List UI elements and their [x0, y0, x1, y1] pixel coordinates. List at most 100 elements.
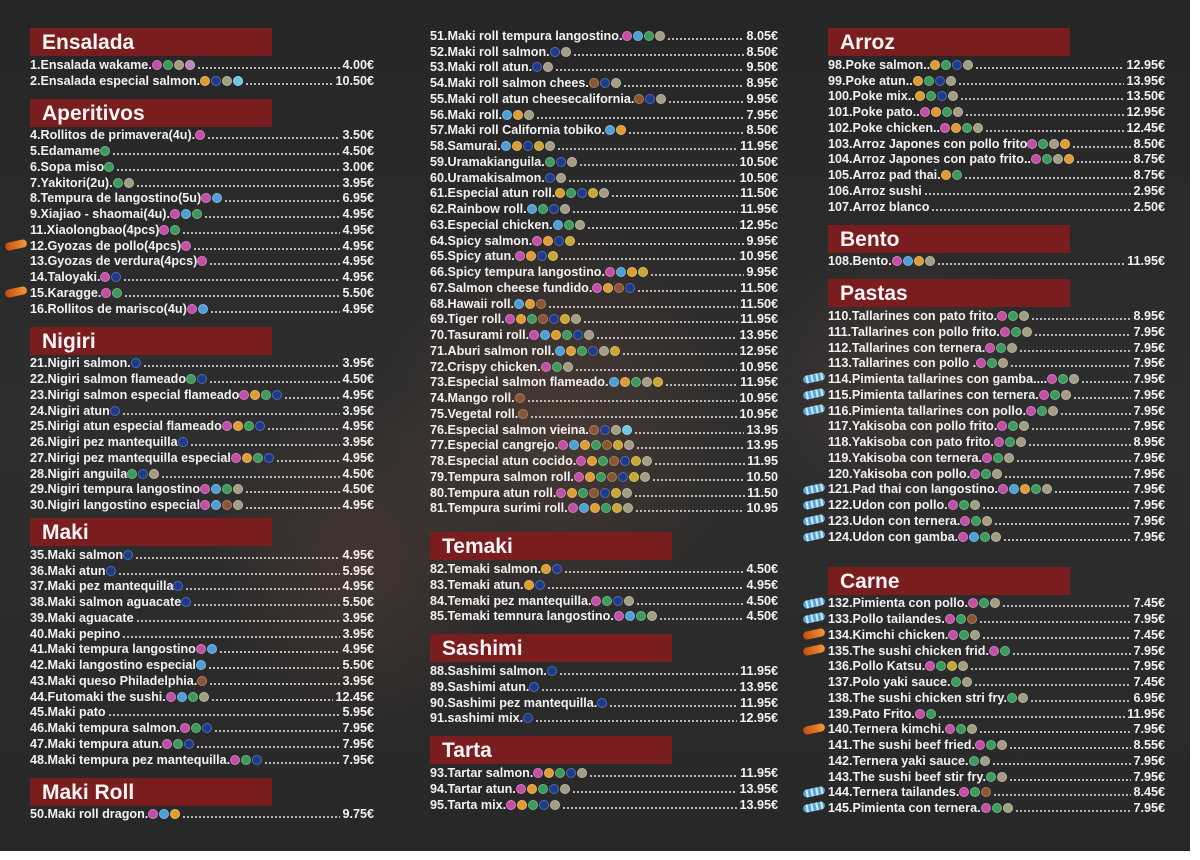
menu-item[interactable]: 84.Temaki pez mantequilla. 4.50€ [430, 593, 778, 609]
menu-item[interactable]: 91.sashimi mix. 12.95€ [430, 711, 778, 727]
menu-item[interactable]: 15.Karagge. 5.50€ [4, 285, 374, 301]
menu-item[interactable]: 66.Spicy tempura langostino. 9.95€ [430, 264, 778, 280]
menu-item[interactable]: 106.Arroz sushi 2.95€ [828, 183, 1165, 199]
menu-item[interactable]: 76.Especial salmon vieina. 13.95 [430, 422, 778, 438]
menu-item[interactable]: 52.Maki roll salmon. 8.50€ [430, 44, 778, 60]
menu-item[interactable]: 71.Aburi salmon roll. 12.95€ [430, 343, 778, 359]
menu-item[interactable]: 102.Poke chicken.. 12.45€ [828, 120, 1165, 136]
menu-item[interactable]: 58.Samurai. 11.95€ [430, 138, 778, 154]
menu-item[interactable]: 133.Pollo tailandes. 7.95€ [802, 611, 1165, 627]
menu-item[interactable]: 63.Especial chicken. 12.95c [430, 217, 778, 233]
menu-item[interactable]: 65.Spicy atun. 10.95€ [430, 249, 778, 265]
menu-item[interactable]: 44.Futomaki the sushi. 12.45€ [30, 689, 374, 705]
menu-item[interactable]: 51.Maki roll tempura langostino. 8.05€ [430, 28, 778, 44]
menu-item[interactable]: 45.Maki pato 5.95€ [30, 705, 374, 721]
menu-item[interactable]: 41.Maki tempura langostino 4.95€ [30, 642, 374, 658]
menu-item[interactable]: 132.Pimienta con pollo. 7.45€ [802, 596, 1165, 612]
menu-item[interactable]: 29.Nigiri tempura langostino 4.50€ [30, 482, 374, 498]
menu-item[interactable]: 68.Hawaii roll. 11.50€ [430, 296, 778, 312]
menu-item[interactable]: 100.Poke mix.. 13.50€ [828, 89, 1165, 105]
menu-item[interactable]: 16.Rollitos de marisco(4u) 4.95€ [30, 301, 374, 317]
menu-item[interactable]: 64.Spicy salmon. 9.95€ [430, 233, 778, 249]
menu-item[interactable]: 115.Pimienta tallarines con ternera. 7.95… [802, 387, 1165, 403]
menu-item[interactable]: 7.Yakitori(2u). 3.95€ [30, 175, 374, 191]
menu-item[interactable]: 135.The sushi chicken frid. 7.95€ [802, 643, 1165, 659]
menu-item[interactable]: 39.Maki aguacate 3.95€ [30, 610, 374, 626]
menu-item[interactable]: 60.Uramakisalmon. 10.50€ [430, 170, 778, 186]
menu-item[interactable]: 103.Arroz Japones con pollo frito 8.50€ [828, 136, 1165, 152]
menu-item[interactable]: 67.Salmon cheese fundido. 11.50€ [430, 280, 778, 296]
menu-item[interactable]: 77.Especial cangrejo. 13.95 [430, 438, 778, 454]
menu-item[interactable]: 55.Maki roll atun cheesecalifornia. 9.95€ [430, 91, 778, 107]
menu-item[interactable]: 38.Maki salmon aguacate 5.50€ [30, 594, 374, 610]
menu-item[interactable]: 82.Temaki salmon. 4.50€ [430, 561, 778, 577]
menu-item[interactable]: 121.Pad thai con langostino. 7.95€ [802, 482, 1165, 498]
menu-item[interactable]: 2.Ensalada especial salmon. 10.50€ [30, 73, 374, 89]
menu-item[interactable]: 62.Rainbow roll. 11.95€ [430, 201, 778, 217]
menu-item[interactable]: 89.Sashimi atun. 13.95€ [430, 679, 778, 695]
menu-item[interactable]: 75.Vegetal roll. 10.95€ [430, 406, 778, 422]
menu-item[interactable]: 61.Especial atun roll. 11.50€ [430, 186, 778, 202]
menu-item[interactable]: 95.Tarta mix. 13.95€ [430, 797, 778, 813]
menu-item[interactable]: 139.Pato Frito. 11.95€ [828, 706, 1165, 722]
menu-item[interactable]: 9.Xiajiao - shaomai(4u). 4.95€ [30, 206, 374, 222]
menu-item[interactable]: 25.Nirigi atun especial flameado 4.95€ [30, 419, 374, 435]
menu-item[interactable]: 134.Kimchi chicken. 7.45€ [802, 627, 1165, 643]
menu-item[interactable]: 83.Temaki atun. 4.95€ [430, 577, 778, 593]
menu-item[interactable]: 35.Maki salmon 4.95€ [30, 547, 374, 563]
menu-item[interactable]: 23.Nirigi salmon especial flameado 4.95€ [30, 387, 374, 403]
menu-item[interactable]: 93.Tartar salmon. 11.95€ [430, 765, 778, 781]
menu-item[interactable]: 85.Temaki temnura langostino. 4.50€ [430, 609, 778, 625]
menu-item[interactable]: 140.Ternera kimchi. 7.95€ [802, 722, 1165, 738]
menu-item[interactable]: 117.Yakisoba con pollo frito. 7.95€ [828, 419, 1165, 435]
menu-item[interactable]: 13.Gyozas de verdura(4pcs) 4.95€ [30, 254, 374, 270]
menu-item[interactable]: 113.Tallarines con pollo . 7.95€ [828, 356, 1165, 372]
menu-item[interactable]: 53.Maki roll atun. 9.50€ [430, 60, 778, 76]
menu-item[interactable]: 8.Tempura de langostino(5u) 6.95€ [30, 191, 374, 207]
menu-item[interactable]: 6.Sopa miso 3.00€ [30, 159, 374, 175]
menu-item[interactable]: 116.Pimienta tallarines con pollo. 7.95€ [802, 403, 1165, 419]
menu-item[interactable]: 88.Sashimi salmon. 11.95€ [430, 663, 778, 679]
menu-item[interactable]: 124.Udon con gamba. 7.95€ [802, 529, 1165, 545]
menu-item[interactable]: 50.Maki roll dragon. 9.75€ [30, 807, 374, 823]
menu-item[interactable]: 112.Tallarines con ternera. 7.95€ [828, 340, 1165, 356]
menu-item[interactable]: 46.Maki tempura salmon. 7.95€ [30, 720, 374, 736]
menu-item[interactable]: 120.Yakisoba con pollo. 7.95€ [828, 466, 1165, 482]
menu-item[interactable]: 5.Edamame 4.50€ [30, 143, 374, 159]
menu-item[interactable]: 98.Poke salmon.. 12.95€ [828, 57, 1165, 73]
menu-item[interactable]: 36.Maki atun 5.95€ [30, 563, 374, 579]
menu-item[interactable]: 107.Arroz blanco 2.50€ [828, 199, 1165, 215]
menu-item[interactable]: 27.Nirigi pez mantequilla especial 4.95€ [30, 450, 374, 466]
menu-item[interactable]: 21.Nigiri salmon. 3.95€ [30, 356, 374, 372]
menu-item[interactable]: 101.Poke pato.. 12.95€ [828, 104, 1165, 120]
menu-item[interactable]: 28.Nigiri anguila 4.50€ [30, 466, 374, 482]
menu-item[interactable]: 108.Bento. 11.95€ [828, 254, 1165, 270]
menu-item[interactable]: 79.Tempura salmon roll. 10.50 [430, 469, 778, 485]
menu-item[interactable]: 43.Maki queso Philadelphia. 3.95€ [30, 673, 374, 689]
menu-item[interactable]: 47.Maki tempura atun. 7.95€ [30, 736, 374, 752]
menu-item[interactable]: 99.Poke atun.. 13.95€ [828, 73, 1165, 89]
menu-item[interactable]: 118.Yakisoba con pato frito. 8.95€ [828, 434, 1165, 450]
menu-item[interactable]: 123.Udon con ternera. 7.95€ [802, 513, 1165, 529]
menu-item[interactable]: 81.Tempura surimi roll. 10.95 [430, 501, 778, 517]
menu-item[interactable]: 104.Arroz Japones con pato frito.. 8.75€ [828, 152, 1165, 168]
menu-item[interactable]: 142.Ternera yaki sauce. 7.95€ [828, 753, 1165, 769]
menu-item[interactable]: 40.Maki pepino 3.95€ [30, 626, 374, 642]
menu-item[interactable]: 56.Maki roll. 7.95€ [430, 107, 778, 123]
menu-item[interactable]: 74.Mango roll. 10.95€ [430, 390, 778, 406]
menu-item[interactable]: 105.Arroz pad thai. 8.75€ [828, 167, 1165, 183]
menu-item[interactable]: 141.The sushi beef fried. 8.55€ [828, 737, 1165, 753]
menu-item[interactable]: 119.Yakisoba con ternera. 7.95€ [828, 450, 1165, 466]
menu-item[interactable]: 137.Polo yaki sauce. 7.45€ [828, 674, 1165, 690]
menu-item[interactable]: 54.Maki roll salmon chees. 8.95€ [430, 75, 778, 91]
menu-item[interactable]: 111.Tallarines con pollo frito. 7.95€ [828, 324, 1165, 340]
menu-item[interactable]: 4.Rollitos de primavera(4u). 3.50€ [30, 128, 374, 144]
menu-item[interactable]: 72.Crispy chicken. 10.95€ [430, 359, 778, 375]
menu-item[interactable]: 57.Maki roll California tobiko. 8.50€ [430, 123, 778, 139]
menu-item[interactable]: 69.Tiger roll. 11.95€ [430, 312, 778, 328]
menu-item[interactable]: 78.Especial atun cocido. 11.95 [430, 453, 778, 469]
menu-item[interactable]: 136.Pollo Katsu. 7.95€ [828, 659, 1165, 675]
menu-item[interactable]: 37.Maki pez mantequilla 4.95€ [30, 579, 374, 595]
menu-item[interactable]: 42.Maki langostino especial 5.50€ [30, 657, 374, 673]
menu-item[interactable]: 122.Udon con pollo. 7.95€ [802, 497, 1165, 513]
